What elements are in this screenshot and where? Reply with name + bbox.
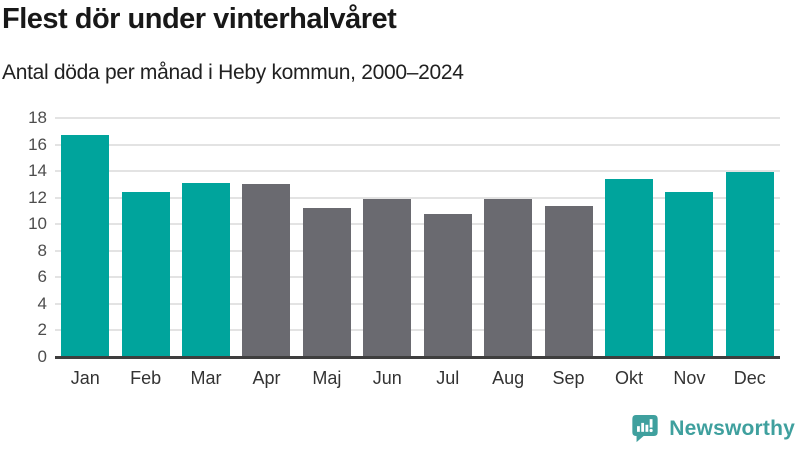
bar-maj bbox=[302, 208, 351, 357]
bar-jul bbox=[423, 213, 472, 357]
x-tick-label-feb: Feb bbox=[130, 368, 162, 388]
y-tick-label: 18 bbox=[28, 108, 47, 127]
chart-subtitle: Antal döda per månad i Heby kommun, 2000… bbox=[2, 61, 464, 84]
gridline-y6 bbox=[55, 276, 780, 279]
gridline-y18 bbox=[55, 117, 780, 119]
x-tick-label-apr: Apr bbox=[252, 368, 281, 388]
y-tick-label: 8 bbox=[37, 240, 47, 260]
y-tick-label: 2 bbox=[37, 320, 47, 340]
bar-aug bbox=[484, 198, 533, 357]
x-tick-label-aug: Aug bbox=[492, 368, 525, 388]
x-tick-label-maj: Maj bbox=[312, 368, 342, 388]
x-tick-label-jul: Jul bbox=[436, 368, 460, 388]
x-tick-label-jan: Jan bbox=[70, 368, 100, 388]
x-tick-label-nov: Nov bbox=[673, 368, 706, 388]
x-tick-label-mar: Mar bbox=[190, 368, 222, 388]
gridline-y14 bbox=[55, 170, 780, 173]
x-tick-label-dec: Dec bbox=[733, 368, 766, 388]
newsworthy-bar-chart-bubble-icon bbox=[632, 414, 658, 443]
bar-feb bbox=[121, 192, 170, 357]
y-tick-label: 14 bbox=[28, 161, 47, 181]
gridline-y16 bbox=[55, 143, 780, 146]
y-tick-label: 12 bbox=[28, 187, 47, 207]
x-tick-label-okt: Okt bbox=[614, 368, 643, 388]
newsworthy-logo: Newsworthy bbox=[630, 413, 795, 445]
gridline-y8 bbox=[55, 249, 780, 252]
bar-dec bbox=[725, 172, 774, 357]
bar-jan bbox=[61, 135, 110, 357]
bar-sep bbox=[544, 205, 593, 357]
bar-apr bbox=[242, 184, 291, 357]
gridline-y12 bbox=[55, 196, 780, 199]
newsworthy-logo-text: Newsworthy bbox=[669, 417, 795, 440]
y-tick-label: 6 bbox=[37, 267, 47, 287]
y-tick-label: 4 bbox=[37, 293, 47, 313]
y-tick-label: 16 bbox=[28, 134, 47, 154]
gridline-y10 bbox=[55, 223, 780, 226]
gridline-y4 bbox=[55, 302, 780, 305]
x-tick-label-jun: Jun bbox=[372, 368, 402, 388]
x-tick-label-sep: Sep bbox=[552, 368, 585, 388]
bar-okt bbox=[604, 179, 653, 357]
bar-mar bbox=[182, 183, 231, 357]
chart-title: Flest dör under vinterhalvåret bbox=[2, 3, 397, 35]
bar-jun bbox=[363, 198, 412, 357]
gridline-y2 bbox=[55, 329, 780, 332]
x-axis-line bbox=[55, 355, 780, 359]
y-tick-label: 0 bbox=[37, 347, 47, 366]
y-tick-label: 10 bbox=[28, 214, 47, 234]
bar-nov bbox=[665, 192, 714, 357]
